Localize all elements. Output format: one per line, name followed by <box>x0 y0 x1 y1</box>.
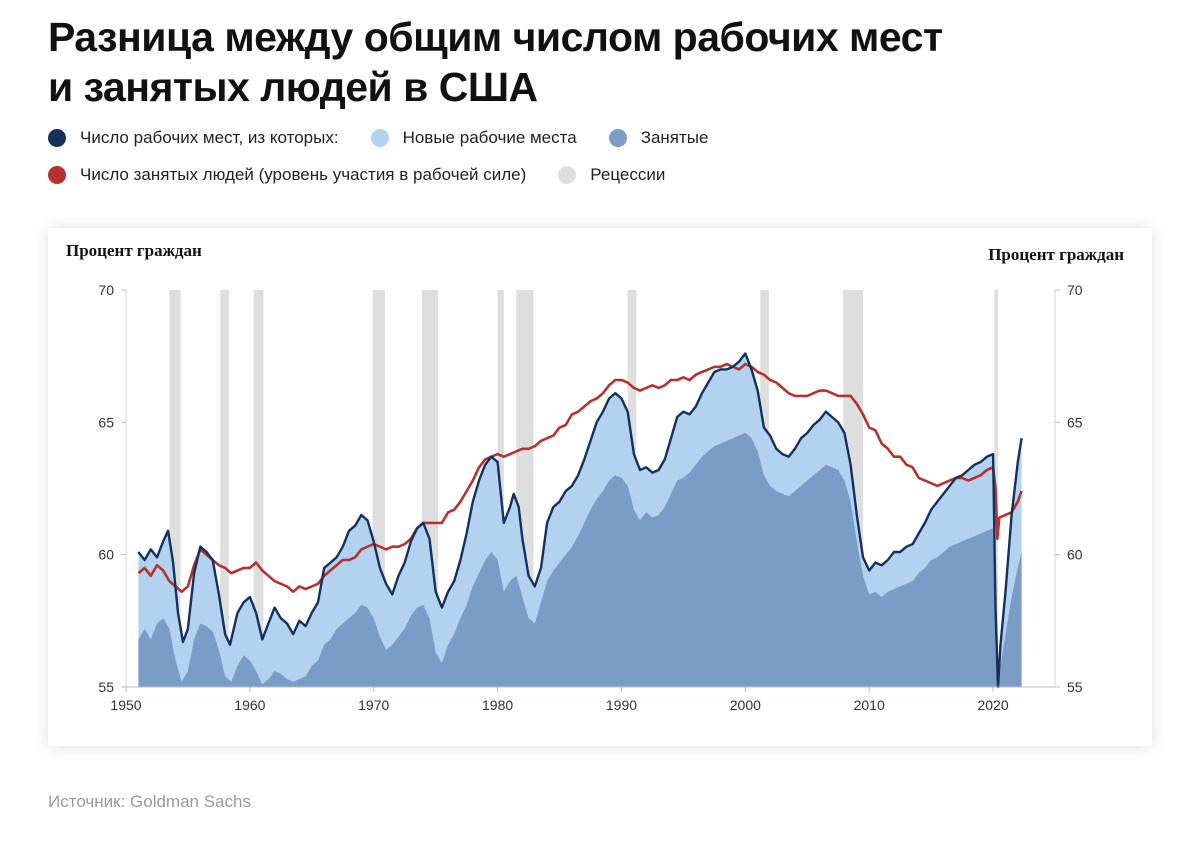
legend-row-2: Число занятых людей (уровень участия в р… <box>48 163 1148 187</box>
legend-label-participation: Число занятых людей (уровень участия в р… <box>80 165 527 184</box>
source-note: Источник: Goldman Sachs <box>48 792 251 811</box>
legend-item-employed: Занятые <box>608 128 709 148</box>
y-axis-label-right: Процент граждан <box>988 245 1124 264</box>
legend-swatch-participation <box>48 166 66 184</box>
legend-item-new-jobs: Новые рабочие места <box>370 128 577 148</box>
legend: Число рабочих мест, из которых: Новые ра… <box>48 126 1148 200</box>
legend-label-new-jobs: Новые рабочие места <box>402 128 577 147</box>
y-tick-label-left-70: 70 <box>98 282 114 298</box>
x-tick-label-2010: 2010 <box>854 697 885 713</box>
x-tick-label-1980: 1980 <box>482 697 513 713</box>
y-axis-label-left: Процент граждан <box>66 241 202 260</box>
legend-item-recessions: Рецессии <box>558 165 665 185</box>
employed-area <box>138 432 1022 687</box>
x-tick-label-1960: 1960 <box>234 697 265 713</box>
legend-swatch-employed <box>608 129 627 147</box>
chart-title-line-2: и занятых людей в США <box>48 64 538 110</box>
y-tick-label-left-55: 55 <box>98 679 114 695</box>
chart-title-line-1: Разница между общим числом рабочих мест <box>48 14 943 60</box>
participation-line <box>137 362 1023 593</box>
recession-band-1 <box>220 290 229 687</box>
legend-label-jobs: Число рабочих мест, из которых: <box>80 128 339 147</box>
legend-swatch-recessions <box>558 166 577 184</box>
legend-row-1: Число рабочих мест, из которых: Новые ра… <box>48 126 1148 150</box>
y-tick-label-left-60: 60 <box>98 547 114 563</box>
jobs-line <box>137 352 1023 689</box>
legend-item-participation: Число занятых людей (уровень участия в р… <box>48 165 526 185</box>
x-tick-label-1990: 1990 <box>606 697 637 713</box>
legend-swatch-new-jobs <box>370 129 389 147</box>
y-tick-label-right-60: 60 <box>1067 547 1083 563</box>
chart-plot: 55 55 60 60 65 65 70 70 1950 1960 1970 1980 1990 2000… <box>66 241 1124 713</box>
y-tick-label-right-55: 55 <box>1067 679 1083 695</box>
x-tick-label-2000: 2000 <box>730 697 761 713</box>
chart-title: Разница между общим числом рабочих мест … <box>48 12 1148 112</box>
x-tick-label-1970: 1970 <box>358 697 389 713</box>
legend-label-employed: Занятые <box>640 128 709 147</box>
x-tick-label-1950: 1950 <box>110 697 141 713</box>
y-tick-label-left-65: 65 <box>98 414 114 430</box>
y-tick-label-right-70: 70 <box>1067 282 1083 298</box>
legend-label-recessions: Рецессии <box>590 165 666 184</box>
chart-card: 55 55 60 60 65 65 70 70 1950 1960 1970 1980 1990 2000… <box>48 228 1152 746</box>
axes: 55 55 60 60 65 65 70 70 1950 1960 1970 1980 1990 2000… <box>98 282 1082 713</box>
recession-band-2 <box>253 290 264 687</box>
x-tick-label-2020: 2020 <box>977 697 1008 713</box>
y-tick-label-right-65: 65 <box>1067 414 1083 430</box>
recession-band-0 <box>169 290 181 687</box>
legend-item-jobs: Число рабочих мест, из которых: <box>48 128 339 148</box>
legend-swatch-jobs <box>48 129 66 147</box>
